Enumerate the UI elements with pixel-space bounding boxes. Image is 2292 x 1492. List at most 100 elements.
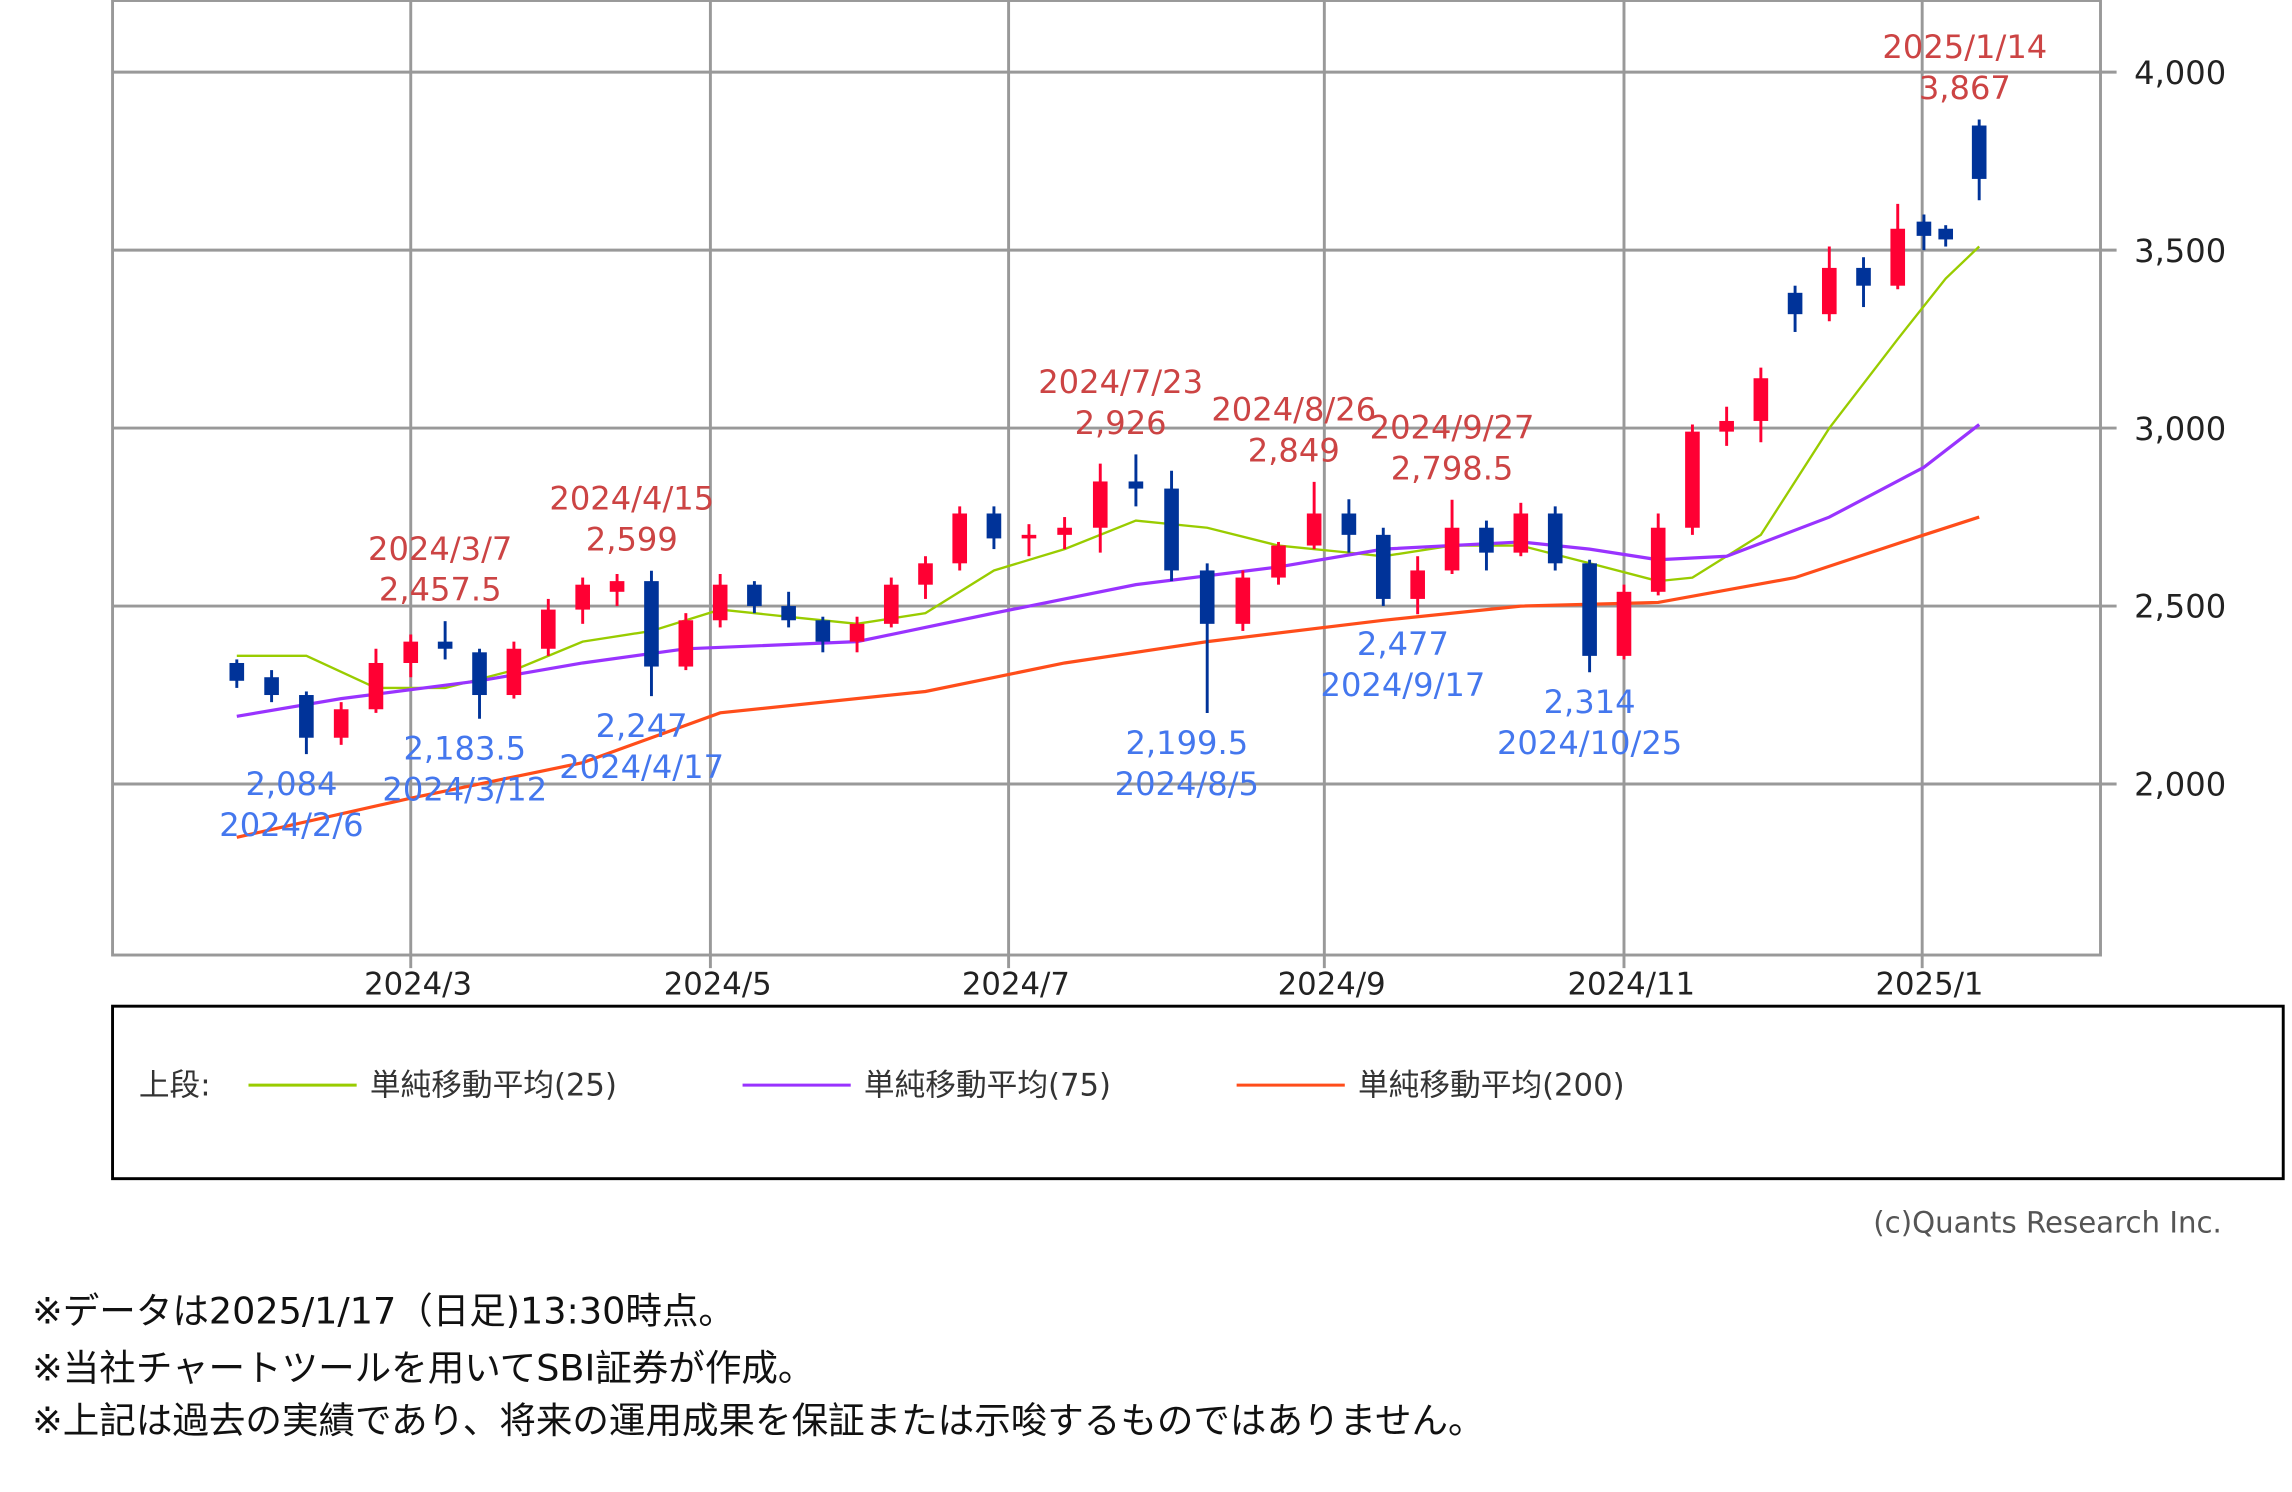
candle-body [883, 584, 899, 624]
candle-body [1164, 488, 1179, 571]
candle-body [1971, 125, 1987, 179]
x-tick-label: 2024/3 [364, 967, 472, 1002]
candle [1753, 367, 1769, 443]
candle-body [815, 620, 831, 642]
note-source: ※当社チャートツールを用いてSBI証券が作成。 [32, 1346, 814, 1389]
candle-body [437, 641, 453, 649]
candle [1616, 584, 1632, 660]
candle [952, 506, 968, 571]
high-annotation: 2024/8/262,849 [1211, 390, 1376, 469]
candle [229, 659, 245, 688]
candle-body [1128, 481, 1144, 489]
x-tick-label: 2025/1 [1876, 967, 1984, 1002]
candle-body [1271, 545, 1286, 578]
x-tick-label: 2024/11 [1568, 967, 1696, 1002]
candle-body [1753, 378, 1769, 421]
grid-lines [112, 0, 2117, 969]
low-date-label: 2024/4/17 [559, 748, 724, 786]
candle [609, 574, 625, 607]
candle-body [678, 620, 694, 667]
candle [1650, 513, 1666, 596]
candle-body [1057, 527, 1072, 535]
candle [1890, 203, 1906, 290]
candle-body [986, 513, 1002, 539]
candle-body [575, 584, 590, 610]
low-date-label: 2024/8/5 [1115, 765, 1259, 803]
high-date-label: 2024/7/23 [1038, 363, 1203, 401]
candle [1128, 454, 1144, 507]
y-tick-label: 3,000 [2134, 410, 2226, 448]
candle-body [264, 677, 279, 696]
candle-body [540, 609, 556, 649]
legend-label-ma25: 単純移動平均(25) [370, 1068, 617, 1103]
candle-body [1444, 527, 1460, 571]
candle-body [1513, 513, 1529, 553]
candle [1821, 246, 1837, 322]
candle-body [1685, 431, 1700, 528]
candle-body [781, 606, 796, 621]
note-data-time: ※データは2025/1/17（日足)13:30時点。 [32, 1289, 735, 1332]
plot-area-frame [111, 0, 2102, 957]
candle-body [1719, 420, 1734, 432]
high-value-label: 3,867 [1919, 69, 2011, 107]
candle-body [849, 623, 865, 642]
candle [368, 648, 384, 713]
moving-average-line-25 [236, 245, 1980, 690]
candle [1375, 527, 1391, 607]
high-annotation: 2024/3/72,457.5 [368, 530, 512, 609]
candle [472, 648, 487, 719]
candle [1582, 559, 1597, 673]
candle-body [1856, 267, 1871, 286]
candle [1856, 257, 1871, 308]
high-date-label: 2024/8/26 [1211, 390, 1376, 428]
candle-body [1341, 513, 1357, 535]
candle-body [1616, 591, 1632, 656]
candle [1057, 517, 1072, 550]
candle [1971, 119, 1987, 201]
candle-body [506, 648, 522, 696]
candle-body [1650, 527, 1666, 592]
candle [1938, 225, 1954, 247]
low-date-label: 2024/2/6 [219, 806, 363, 844]
high-date-label: 2024/3/7 [368, 530, 512, 568]
high-date-label: 2025/1/14 [1882, 28, 2047, 66]
candle [333, 702, 349, 745]
low-value-label: 2,183.5 [403, 730, 526, 768]
candle [918, 556, 933, 599]
candle-body [644, 581, 659, 667]
candle [781, 591, 796, 628]
legend-box [111, 1004, 2285, 1181]
candle-body [1821, 267, 1837, 315]
candle [1787, 285, 1803, 332]
candle [1410, 556, 1425, 615]
y-tick-label: 3,500 [2134, 232, 2226, 270]
y-axis: 2,000 2,500 3,000 3,500 4,000 [2134, 54, 2226, 804]
candle [1719, 406, 1734, 446]
legend-prefix: 上段: [139, 1068, 211, 1103]
candle-body [1410, 570, 1425, 599]
candle [883, 577, 899, 628]
candle [1164, 470, 1179, 582]
candle [712, 574, 728, 628]
low-date-label: 2024/3/12 [382, 771, 547, 809]
candle-body [1021, 534, 1037, 539]
candle [986, 506, 1002, 550]
candle [644, 570, 659, 697]
high-value-label: 2,599 [586, 520, 678, 558]
legend-label-ma200: 単純移動平均(200) [1358, 1068, 1625, 1103]
note-disclaimer: ※上記は過去の実績であり、将来の運用成果を保証または示唆するものではありません。 [32, 1399, 1484, 1442]
high-value-label: 2,849 [1248, 431, 1340, 469]
candle [264, 670, 279, 703]
candle [1479, 520, 1494, 571]
candle-body [403, 641, 419, 663]
low-date-label: 2024/10/25 [1497, 724, 1682, 762]
candle [1021, 524, 1037, 557]
candle [437, 621, 453, 660]
candle [1444, 499, 1460, 575]
high-annotation: 2024/4/152,599 [549, 479, 714, 558]
candle [1547, 506, 1563, 571]
candle-body [368, 662, 384, 710]
